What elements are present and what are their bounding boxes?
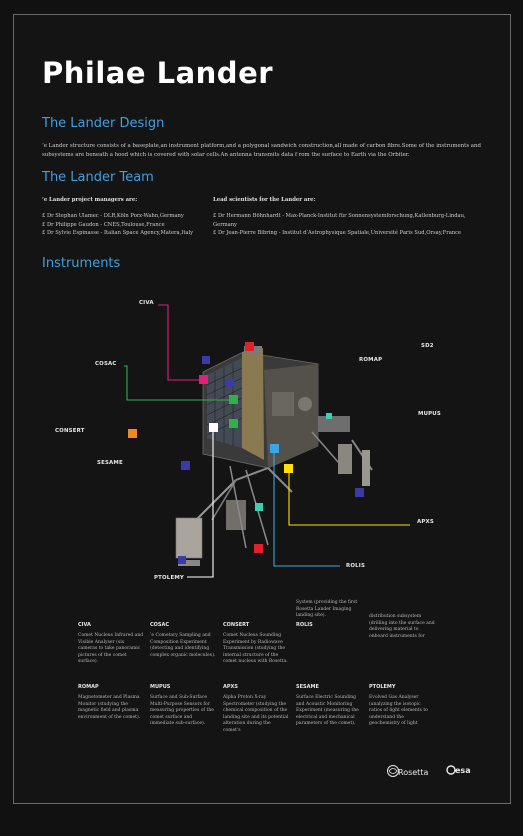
- apxs-marker: [284, 464, 293, 473]
- desc-cosac-head: COSAC: [150, 622, 170, 628]
- desc-mupus-body: Surface and Sub-Surface Multi-Purpose Se…: [150, 695, 214, 727]
- desc-sesame-head: SESAME: [296, 684, 319, 690]
- sesame-marker-3: [178, 556, 186, 564]
- label-sesame: SESAME: [97, 460, 123, 466]
- desc-sd2: distribution subsystem (drilling into th…: [369, 614, 435, 640]
- esa-logo: esa: [455, 766, 471, 775]
- mupus-marker-2: [326, 413, 332, 419]
- desc-consert-body: Comet Nucleus Sounding Experiment by Rad…: [223, 633, 288, 665]
- manager-item: £ Dr Sylvie Espinasse - Italian Space Ag…: [42, 230, 194, 236]
- cosac-marker-2: [229, 419, 238, 428]
- label-romap: ROMAP: [359, 357, 383, 363]
- consert-antenna-marker: [226, 379, 234, 387]
- scientists-list: £ Dr Hermann Böhnhardt - Max-Planck-Inst…: [213, 212, 483, 238]
- cosac-marker: [229, 395, 238, 404]
- desc-ptolemy-body: Evolved Gas Analyser (analyzing the isot…: [369, 695, 428, 727]
- desc-romap: ROMAP Magnetometer and Plasma Monitor (s…: [78, 684, 144, 721]
- sd2-marker-2: [254, 544, 263, 553]
- desc-consert-head: CONSERT: [223, 622, 250, 628]
- desc-sesame-body: Surface Electric Sounding and Acoustic M…: [296, 695, 359, 727]
- desc-ptolemy-head: PTOLEMY: [369, 684, 396, 690]
- rolis-leader: [273, 448, 340, 567]
- romap-marker: [202, 356, 210, 364]
- page-title: Philae Lander: [42, 56, 274, 90]
- label-mupus: MUPUS: [418, 411, 441, 417]
- label-cosac: COSAC: [95, 361, 117, 367]
- ptolemy-leader: [187, 428, 214, 578]
- esa-logo-icon: [446, 765, 456, 775]
- managers-list: £ Dr Stephan Ulamec - DLR,Köln Porz-Wahn…: [42, 212, 210, 238]
- manager-item: £ Dr Philippe Gaudon - CNES,Toulouse,Fra…: [42, 221, 165, 228]
- rosetta-logo-icon: [387, 765, 399, 777]
- desc-romap-head: ROMAP: [78, 684, 99, 690]
- rolis-marker: [270, 444, 279, 453]
- lander-design-heading: The Lander Design: [42, 116, 165, 131]
- desc-cosac: COSAC ’e Cometary Sampling and Compositi…: [150, 622, 216, 659]
- desc-apxs-body: Alpha Proton X-ray Spectrometer (studyin…: [223, 695, 289, 733]
- label-sd2: SD2: [421, 343, 434, 349]
- managers-heading: ’e Lander project managers are:: [42, 197, 138, 203]
- ptolemy-marker: [209, 423, 218, 432]
- lander-team-heading: The Lander Team: [42, 170, 154, 185]
- label-apxs: APXS: [417, 519, 434, 525]
- manager-item: £ Dr Stephan Ulamec - DLR,Köln Porz-Wahn…: [42, 213, 184, 219]
- lander-design-text: ’e Lander structure consists of a basepl…: [42, 143, 481, 158]
- desc-rolis: System (providing the ﬁrst Rosetta Lande…: [296, 600, 362, 633]
- desc-sesame: SESAME Surface Electric Sounding and Aco…: [296, 684, 362, 728]
- desc-mupus-head: MUPUS: [150, 684, 171, 690]
- desc-romap-body: Magnetometer and Plasma Monitor (studyin…: [78, 695, 141, 720]
- desc-ptolemy: PTOLEMY Evolved Gas Analyser (analyzing …: [369, 684, 435, 728]
- desc-mupus: MUPUS Surface and Sub-Surface Multi-Purp…: [150, 684, 216, 728]
- desc-rolis-pre: System (providing the ﬁrst Rosetta Lande…: [296, 600, 358, 619]
- mupus-marker: [255, 503, 263, 511]
- label-rolis: ROLIS: [346, 563, 366, 569]
- desc-apxs-head: APXS: [223, 684, 238, 690]
- instruments-heading: Instruments: [42, 256, 121, 271]
- label-consert: CONSERT: [55, 428, 85, 434]
- scientist-item: £ Dr Hermann Böhnhardt - Max-Planck-Inst…: [213, 213, 466, 228]
- sesame-marker-2: [355, 488, 364, 497]
- sesame-marker: [181, 461, 190, 470]
- label-civa: CIVA: [139, 300, 154, 306]
- desc-cosac-body: ’e Cometary Sampling and Composition Exp…: [150, 633, 216, 658]
- sd2-marker: [245, 342, 254, 351]
- civa-leader: [158, 304, 203, 381]
- instrument-markers: [128, 342, 364, 564]
- rosetta-logo: Rosetta: [398, 768, 429, 777]
- apxs-leader: [288, 469, 410, 526]
- desc-consert: CONSERT Comet Nucleus Sounding Experimen…: [223, 622, 289, 666]
- consert-marker: [128, 429, 137, 438]
- scientist-item: £ Dr Jean-Pierre Bibring - Institut d’As…: [213, 230, 462, 236]
- scientists-heading: Lead scientists for the Lander are:: [213, 197, 316, 203]
- label-ptolemy: PTOLEMY: [154, 575, 184, 581]
- desc-civa-body: Comet Nucleus Infrared and Visible Analy…: [78, 633, 144, 665]
- desc-sd2-pre: distribution subsystem (drilling into th…: [369, 614, 435, 639]
- civa-marker: [199, 375, 208, 384]
- desc-civa-head: CIVA: [78, 622, 91, 628]
- cosac-leader: [124, 365, 233, 401]
- desc-rolis-head: ROLIS: [296, 621, 313, 628]
- desc-civa: CIVA Comet Nucleus Infrared and Visible …: [78, 622, 144, 666]
- desc-apxs: APXS Alpha Proton X-ray Spectrometer (st…: [223, 684, 289, 735]
